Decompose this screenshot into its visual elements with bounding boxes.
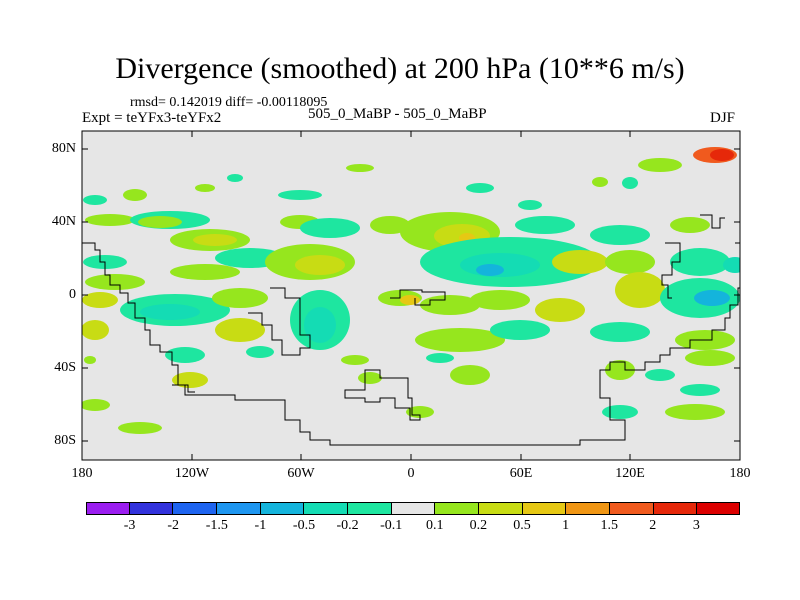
tick-marks [81,131,741,460]
colorbar-box [697,502,741,515]
x-tick-label: 60W [287,466,315,481]
colorbar-box [173,502,218,515]
colorbar-frame [86,502,740,515]
season-label: DJF [710,110,736,126]
colorbar-box [522,502,567,515]
colorbar-box [653,502,698,515]
colorbar-label: -1.5 [205,518,228,533]
colorbar-box [566,502,611,515]
colorbar-box [610,502,654,515]
comparison-label: 505_0_MaBP - 505_0_MaBP [308,106,487,122]
x-tick-label: 60E [509,466,533,481]
colorbar-label: -3 [123,518,136,533]
colorbar-box [129,502,174,515]
colorbar-label: 0.2 [469,518,488,533]
coastlines [82,214,740,446]
colorbar-label: 0.5 [513,518,531,533]
contour-field [82,147,740,434]
colorbar-label: -0.5 [292,518,316,533]
colorbar-box [391,502,436,515]
colorbar-label: 1 [562,518,570,533]
colorbar-box [260,502,305,515]
colorbar-label: -0.1 [380,518,403,533]
plot-title: Divergence (smoothed) at 200 hPa (10**6 … [115,52,685,85]
colorbar-box [86,502,130,515]
colorbar-label: -2 [167,518,180,533]
colorbar-label: 3 [692,518,700,533]
y-tick-label: 0 [69,287,76,302]
colorbar-box [479,502,523,515]
x-tick-label: 0 [407,466,415,481]
colorbar-box [348,502,392,515]
y-tick-label: 80N [51,141,76,156]
colorbar-label: 0.1 [426,518,444,533]
x-tick-label: 180 [71,466,93,481]
x-tick-label: 120E [615,466,645,481]
y-tick-label: 40S [54,360,76,375]
stats-label: rmsd= 0.142019 diff= -0.00118095 [130,95,328,110]
colorbar-box [304,502,349,515]
y-tick-label: 40N [51,214,76,229]
colorbar-label: 2 [649,518,657,533]
colorbar-label: 1.5 [600,518,618,533]
colorbar-box [435,502,480,515]
experiment-label: Expt = teYFx3-teYFx2 [82,110,222,126]
colorbar-label: -0.2 [336,518,359,533]
colorbar [86,502,741,515]
x-tick-label: 180 [729,466,751,481]
colorbar-label: -1 [254,518,267,533]
x-tick-label: 120W [174,466,210,481]
colorbar-box [217,502,261,515]
y-tick-label: 80S [54,433,76,448]
